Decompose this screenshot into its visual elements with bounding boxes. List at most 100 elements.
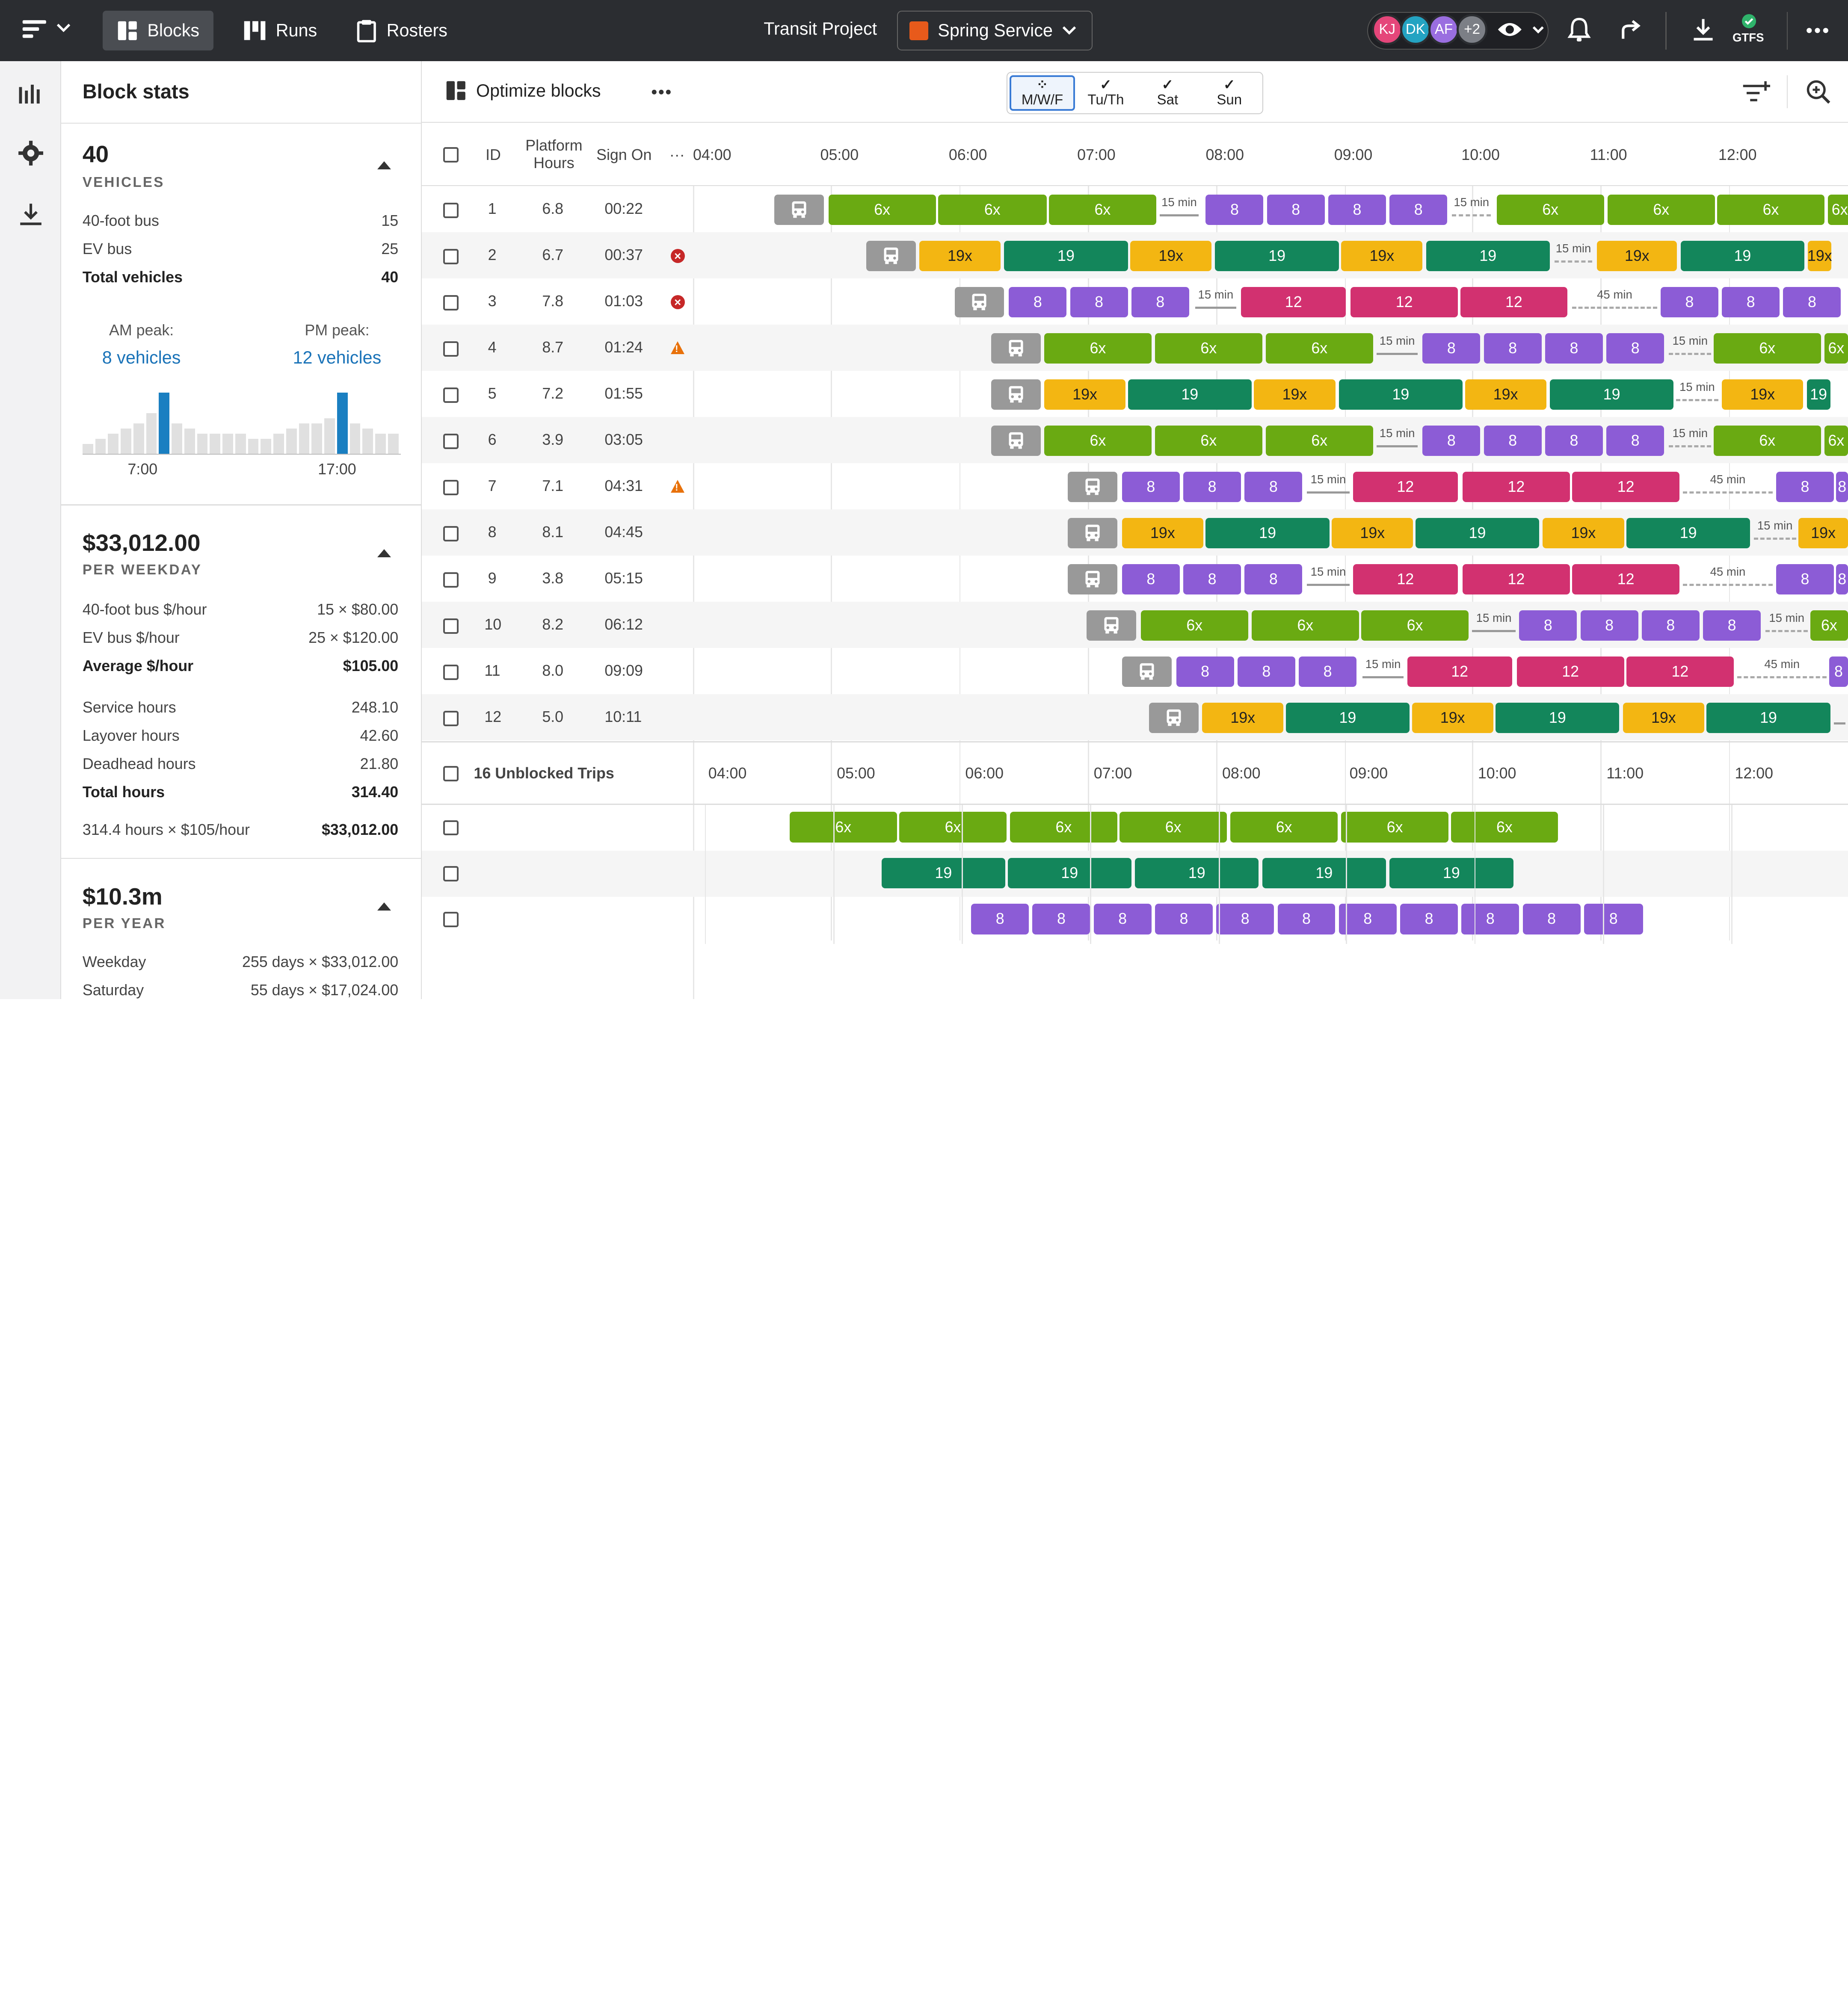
error-icon[interactable]: ×: [670, 295, 685, 309]
zoom-icon[interactable]: [1806, 79, 1832, 105]
trip-pill[interactable]: 6x: [1251, 610, 1359, 641]
trip-pill[interactable]: 19x: [1122, 517, 1203, 549]
trip-pill[interactable]: 8: [1484, 333, 1542, 364]
trip-pill[interactable]: 19: [1339, 379, 1463, 410]
bus-start-icon[interactable]: [991, 425, 1041, 456]
trip-pill[interactable]: 8: [1836, 471, 1848, 503]
bus-start-icon[interactable]: [1068, 517, 1117, 549]
trip-pill[interactable]: 8: [1422, 425, 1481, 456]
trip-pill[interactable]: 6x: [1717, 194, 1824, 225]
trip-pill[interactable]: 6x: [1010, 812, 1117, 843]
trip-pill[interactable]: 19x: [1623, 702, 1704, 733]
trip-pill[interactable]: 8: [1155, 904, 1213, 934]
trip-pill[interactable]: 8: [1183, 564, 1241, 595]
trip-pill[interactable]: 19: [1496, 702, 1620, 733]
trip-pill[interactable]: 19: [1205, 517, 1330, 549]
trip-pill[interactable]: 8: [1545, 333, 1603, 364]
warning-icon[interactable]: !: [670, 480, 684, 493]
avatar[interactable]: +2: [1457, 14, 1487, 45]
bus-start-icon[interactable]: [991, 379, 1041, 410]
row-checkbox[interactable]: [443, 433, 459, 449]
column-platform-hours[interactable]: Platform Hours: [525, 136, 583, 172]
trip-pill[interactable]: 19: [1135, 858, 1259, 889]
trip-pill[interactable]: 19x: [919, 240, 1001, 272]
app-menu-button[interactable]: [21, 17, 71, 40]
row-checkbox[interactable]: [443, 248, 459, 264]
day-option-sun[interactable]: ✓ Sun: [1199, 75, 1260, 111]
trip-pill[interactable]: 8: [1606, 425, 1664, 456]
column-sign-on[interactable]: Sign On: [596, 146, 652, 163]
scenario-select[interactable]: Spring Service: [897, 10, 1093, 51]
trip-pill[interactable]: 19x: [1543, 517, 1624, 549]
error-icon[interactable]: ×: [670, 248, 685, 263]
trip-pill[interactable]: 8: [1606, 333, 1664, 364]
select-all-checkbox[interactable]: [443, 147, 459, 163]
trip-pill[interactable]: 6x: [1049, 194, 1156, 225]
trip-pill[interactable]: 8: [1829, 656, 1848, 687]
unblocked-select-all-checkbox[interactable]: [443, 766, 459, 781]
trip-pill[interactable]: 6x: [1044, 425, 1152, 456]
share-icon[interactable]: [1620, 18, 1643, 41]
trip-pill[interactable]: 8: [1783, 287, 1841, 318]
row-checkbox[interactable]: [443, 618, 459, 634]
download-icon[interactable]: [1691, 17, 1715, 43]
trip-pill[interactable]: 19: [1215, 240, 1339, 272]
row-checkbox[interactable]: [443, 820, 459, 836]
trip-pill[interactable]: 6x: [1828, 194, 1848, 225]
trip-pill[interactable]: 6x: [1155, 425, 1262, 456]
trip-pill[interactable]: 8: [1776, 564, 1834, 595]
more-icon[interactable]: [1806, 27, 1829, 34]
trip-pill[interactable]: 8: [1519, 610, 1577, 641]
trip-pill[interactable]: 6x: [1713, 425, 1821, 456]
trip-pill[interactable]: 12: [1241, 287, 1346, 318]
trip-pill[interactable]: 6x: [1265, 333, 1373, 364]
trip-pill[interactable]: 19x: [1130, 240, 1212, 272]
bus-start-icon[interactable]: [1149, 702, 1199, 733]
trip-pill[interactable]: 8: [1299, 656, 1357, 687]
collapse-vehicles-icon[interactable]: [377, 161, 391, 170]
bus-start-icon[interactable]: [1068, 564, 1117, 595]
more-icon[interactable]: [651, 89, 672, 96]
trip-pill[interactable]: 19: [1415, 517, 1540, 549]
column-id[interactable]: ID: [486, 146, 501, 163]
row-checkbox[interactable]: [443, 710, 459, 726]
trip-pill[interactable]: 6x: [1155, 333, 1262, 364]
trip-pill[interactable]: 8: [1776, 471, 1834, 503]
trip-pill[interactable]: 12: [1353, 471, 1458, 503]
row-checkbox[interactable]: [443, 572, 459, 588]
trip-pill[interactable]: 8: [1216, 904, 1274, 934]
trip-pill[interactable]: 6x: [1140, 610, 1248, 641]
avatar[interactable]: KJ: [1371, 14, 1403, 45]
trip-pill[interactable]: 19x: [1044, 379, 1126, 410]
trip-pill[interactable]: 19x: [1341, 240, 1423, 272]
trip-pill[interactable]: 6x: [1230, 812, 1338, 843]
trip-pill[interactable]: 8: [1422, 333, 1481, 364]
day-option-sat[interactable]: ✓ Sat: [1137, 75, 1198, 111]
row-checkbox[interactable]: [443, 664, 459, 680]
trip-pill[interactable]: 8: [1122, 564, 1180, 595]
trip-pill[interactable]: 19: [1004, 240, 1128, 272]
trip-pill[interactable]: 19x: [1254, 379, 1336, 410]
trip-pill[interactable]: 12: [1626, 656, 1734, 687]
trip-pill[interactable]: 12: [1572, 564, 1679, 595]
trip-pill[interactable]: 6x: [1341, 812, 1448, 843]
trip-pill[interactable]: 19: [1285, 702, 1410, 733]
tab-rosters[interactable]: Rosters: [342, 11, 462, 51]
trip-pill[interactable]: 8: [1267, 194, 1325, 225]
trip-pill[interactable]: 6x: [1713, 333, 1821, 364]
trip-pill[interactable]: 19: [1389, 858, 1513, 889]
trip-pill[interactable]: 8: [1703, 610, 1761, 641]
bus-start-icon[interactable]: [954, 287, 1004, 318]
trip-pill[interactable]: 8: [1545, 425, 1603, 456]
trip-pill[interactable]: 19x: [1722, 379, 1804, 410]
trip-pill[interactable]: 8: [1641, 610, 1700, 641]
trip-pill[interactable]: 12: [1460, 287, 1568, 318]
trip-pill[interactable]: 8: [1836, 564, 1848, 595]
trip-pill[interactable]: 6x: [1496, 194, 1604, 225]
trip-pill[interactable]: 8: [1580, 610, 1638, 641]
trip-pill[interactable]: 8: [1070, 287, 1128, 318]
day-option-mwf[interactable]: ⁘ M/W/F: [1010, 75, 1075, 111]
trip-pill[interactable]: 8: [1032, 904, 1090, 934]
row-checkbox[interactable]: [443, 341, 459, 357]
trip-pill[interactable]: 8: [1244, 564, 1303, 595]
